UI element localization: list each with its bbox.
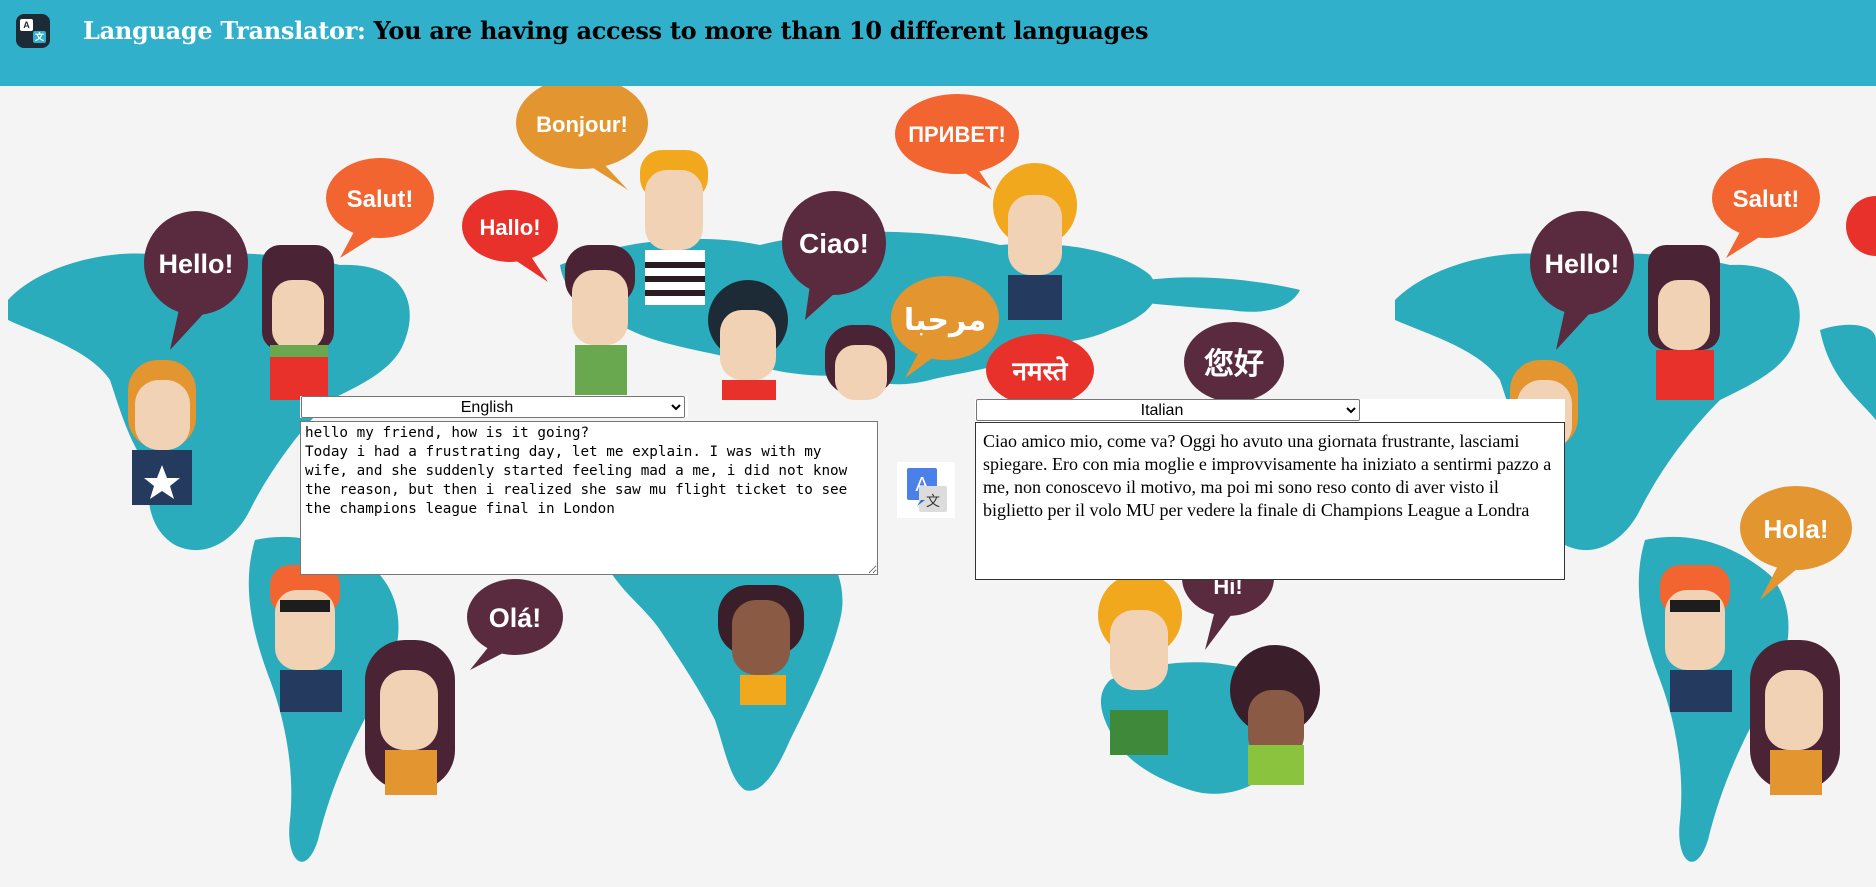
bubble-hello: Hello! — [144, 211, 248, 350]
bubble-hello-text: Hello! — [158, 249, 233, 279]
bubble-ola: Olá! — [467, 579, 563, 670]
character — [1230, 645, 1320, 785]
bubble-marhaba-text: مرحبا — [904, 303, 986, 338]
character — [262, 245, 334, 400]
svg-text:文: 文 — [926, 494, 940, 510]
character — [270, 565, 342, 712]
bubble-namaste-text: नमस्ते — [1012, 356, 1069, 387]
character — [640, 150, 708, 305]
bubble-hello-right-text: Hello! — [1544, 249, 1619, 279]
speech-bubbles: Hello! Salut! Hallo! Bonjour! Ciao! ПРИВ… — [144, 86, 1876, 670]
world-map — [8, 231, 1876, 862]
character — [993, 163, 1077, 320]
bubble-hallo: Hallo! — [462, 190, 558, 282]
bubble-bonjour: Bonjour! — [516, 86, 648, 190]
character — [128, 360, 196, 505]
bubble-ciao: Ciao! — [782, 191, 886, 320]
bubble-marhaba: مرحبا — [891, 276, 999, 378]
bubble-nihao: 您好 — [1184, 322, 1284, 402]
bubble-salut-text: Salut! — [347, 186, 414, 213]
character — [708, 280, 788, 400]
bubble-ciao-text: Ciao! — [799, 228, 869, 259]
bubble-hola: Hola! — [1740, 486, 1852, 600]
character — [718, 585, 804, 705]
bubble-salut-right-text: Salut! — [1733, 186, 1800, 213]
bubble-namaste: नमस्ते — [986, 334, 1094, 406]
bubble-nihao-text: 您好 — [1204, 347, 1264, 382]
bubble-hello-right: Hello! — [1530, 211, 1634, 350]
title-rest: You are having access to more than 10 di… — [365, 16, 1149, 45]
characters — [128, 150, 1840, 795]
character — [1648, 245, 1720, 400]
character — [825, 325, 895, 400]
target-language-select[interactable]: Italian — [976, 399, 1360, 421]
page-title: Language Translator: You are having acce… — [83, 16, 1148, 45]
translated-text-output: Ciao amico mio, come va? Oggi ho avuto u… — [975, 422, 1565, 580]
bubble-privet: ПРИВЕТ! — [895, 94, 1019, 190]
bubble-hallo-text: Hallo! — [479, 215, 540, 240]
character — [565, 245, 635, 395]
character — [1098, 573, 1182, 755]
character — [1660, 565, 1732, 712]
bubble-ola-text: Olá! — [489, 603, 542, 633]
bubble-hola-text: Hola! — [1764, 514, 1829, 544]
source-text-input[interactable] — [300, 421, 878, 575]
bubble-salut: Salut! — [326, 158, 434, 258]
character — [365, 640, 455, 795]
google-translate-icon: A 文 — [907, 468, 947, 512]
translate-button[interactable]: A 文 — [897, 462, 955, 518]
world-map-illustration: Hello! Salut! Hallo! Bonjour! Ciao! ПРИВ… — [8, 86, 1876, 862]
bubble-privet-text: ПРИВЕТ! — [908, 122, 1006, 147]
bubble-partial-right — [1846, 196, 1876, 256]
title-lead: Language Translator: — [83, 16, 366, 45]
bubble-bonjour-text: Bonjour! — [536, 112, 628, 137]
bubble-salut-right: Salut! — [1712, 158, 1820, 258]
character — [1750, 640, 1840, 795]
source-language-select[interactable]: English — [301, 396, 685, 418]
